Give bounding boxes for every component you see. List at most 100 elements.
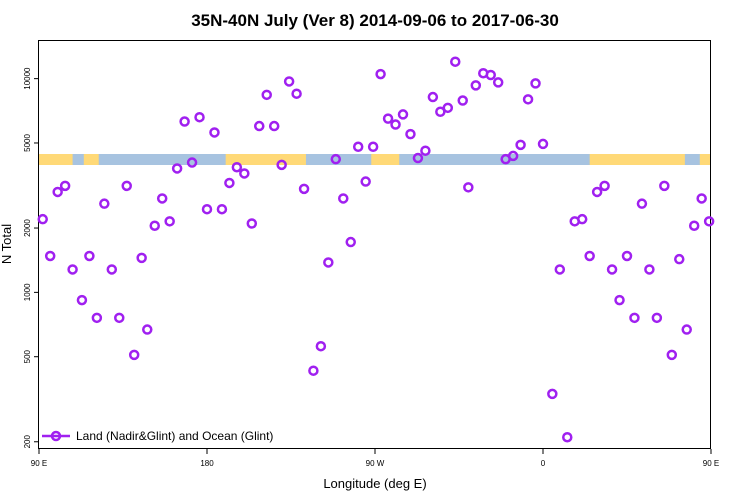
x-axis-label: Longitude (deg E) xyxy=(323,476,426,491)
data-point xyxy=(179,116,190,127)
data-point xyxy=(375,68,386,80)
data-point xyxy=(246,218,258,229)
data-point xyxy=(507,150,519,162)
data-point xyxy=(239,168,250,179)
y-tick-label: 200 xyxy=(23,435,32,449)
data-point xyxy=(696,193,707,204)
data-point xyxy=(530,78,541,89)
data-point xyxy=(276,159,287,171)
data-point xyxy=(201,203,213,215)
data-point xyxy=(84,250,95,262)
data-point xyxy=(485,69,496,81)
data-point xyxy=(338,193,349,204)
land-band-segment xyxy=(225,154,306,165)
y-tick-label: 5000 xyxy=(23,134,32,152)
data-point xyxy=(547,388,558,400)
data-point xyxy=(44,250,56,262)
data-point xyxy=(492,77,504,88)
data-point xyxy=(537,138,549,150)
land-band-segment xyxy=(589,154,685,165)
data-point xyxy=(224,177,235,189)
data-point xyxy=(703,216,715,227)
data-point xyxy=(470,80,482,91)
x-tick-label: 180 xyxy=(200,459,214,468)
data-point xyxy=(291,88,302,99)
data-point xyxy=(114,312,125,324)
land-band-segment xyxy=(39,154,73,165)
data-point xyxy=(636,198,648,209)
data-point xyxy=(463,182,474,193)
data-point xyxy=(629,312,640,324)
data-point xyxy=(156,193,168,204)
data-point xyxy=(186,157,198,168)
series-points xyxy=(37,56,715,443)
data-point xyxy=(231,161,243,173)
data-point xyxy=(171,163,183,174)
data-point xyxy=(405,128,416,140)
x-tick-label: 0 xyxy=(541,459,546,468)
data-point xyxy=(261,89,272,101)
data-point xyxy=(681,324,692,335)
data-point xyxy=(651,312,663,324)
y-axis-ticks: 200 500 1000 2000 5000 10000 xyxy=(23,67,39,448)
data-point xyxy=(457,95,468,106)
data-point xyxy=(522,94,534,105)
data-point xyxy=(136,252,147,264)
data-point xyxy=(308,365,319,376)
data-point xyxy=(576,213,588,225)
data-point xyxy=(216,203,228,215)
data-point xyxy=(420,145,431,156)
data-point xyxy=(67,264,78,275)
data-point xyxy=(99,198,110,209)
data-point xyxy=(315,340,327,352)
data-point xyxy=(323,257,334,268)
data-point xyxy=(52,186,63,198)
legend-label: Land (Nadir&Glint) and Ocean (Glint) xyxy=(76,429,273,443)
data-point xyxy=(345,236,356,248)
data-point xyxy=(659,180,670,192)
legend: Land (Nadir&Glint) and Ocean (Glint) xyxy=(42,429,273,443)
y-tick-label: 500 xyxy=(23,349,32,363)
land-band-segment xyxy=(371,154,400,165)
data-point xyxy=(106,264,118,275)
data-point xyxy=(121,180,132,192)
data-point xyxy=(91,312,103,324)
data-point xyxy=(554,264,566,275)
data-point xyxy=(412,152,424,164)
data-point xyxy=(688,220,700,231)
y-tick-label: 2000 xyxy=(23,219,32,237)
y-tick-label: 1000 xyxy=(23,283,32,301)
data-point xyxy=(644,264,655,275)
x-axis-ticks: 90 E 180 90 W 0 90 E xyxy=(31,449,719,468)
data-point xyxy=(254,120,265,132)
data-point xyxy=(142,324,153,335)
data-point xyxy=(149,220,160,231)
data-point xyxy=(442,102,454,114)
land-band-segment xyxy=(83,154,99,165)
plot-frame xyxy=(38,40,711,449)
data-point xyxy=(59,180,71,192)
data-point xyxy=(591,186,603,198)
data-point xyxy=(515,139,526,151)
data-point xyxy=(382,113,394,124)
data-point xyxy=(397,109,409,120)
data-point xyxy=(599,180,610,192)
legend-marker-swatch xyxy=(50,430,62,442)
x-tick-label: 90 E xyxy=(703,459,719,468)
data-point xyxy=(76,294,88,306)
data-point xyxy=(128,349,140,361)
data-point xyxy=(268,120,280,132)
data-point xyxy=(352,141,364,153)
y-axis-label: N Total xyxy=(0,224,14,264)
data-point xyxy=(367,141,379,153)
data-point xyxy=(614,294,625,306)
data-point xyxy=(584,250,595,262)
data-point xyxy=(562,431,573,443)
x-tick-label: 90 W xyxy=(366,459,385,468)
data-point xyxy=(606,264,618,275)
data-point xyxy=(427,91,439,103)
land-band-segment xyxy=(699,154,711,165)
land-ocean-band xyxy=(39,154,711,165)
data-point xyxy=(674,253,685,265)
